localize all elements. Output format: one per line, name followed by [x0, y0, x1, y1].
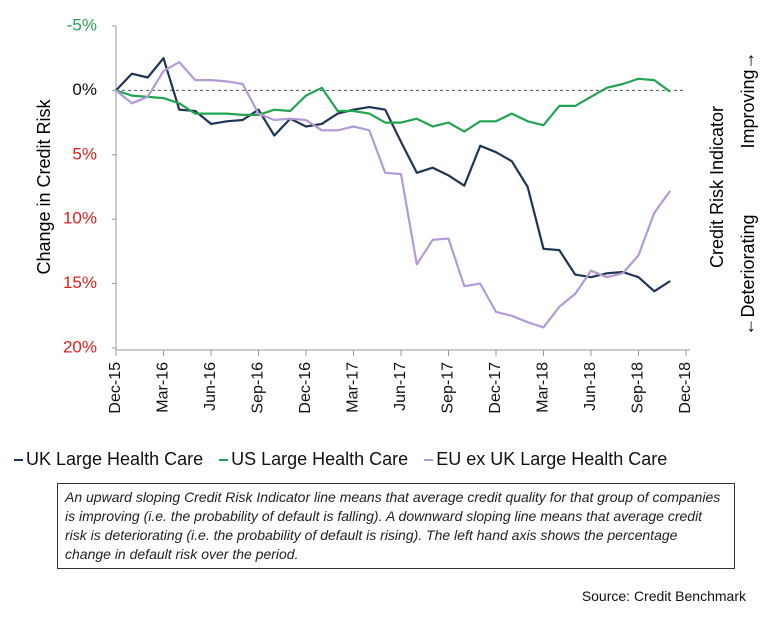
legend-item: EU ex UK Large Health Care [424, 449, 667, 470]
deteriorating-label: ←Deteriorating [738, 214, 758, 335]
x-tick-label: Jun-18 [582, 362, 599, 411]
x-tick-label: Dec-16 [297, 362, 314, 414]
legend: UK Large Health Care US Large Health Care… [14, 449, 667, 470]
legend-item: UK Large Health Care [14, 449, 203, 470]
legend-item: US Large Health Care [219, 449, 408, 470]
x-tick-label: Mar-16 [155, 362, 172, 413]
y-tick-label: 10% [63, 209, 97, 228]
legend-swatch [14, 458, 23, 461]
legend-swatch [219, 458, 229, 461]
x-tick-label: Dec-18 [677, 362, 694, 414]
y-tick-label: 15% [63, 273, 97, 292]
x-tick-label: Jun-17 [392, 362, 409, 411]
x-tick-label: Sep-17 [440, 362, 457, 414]
x-tick-label: Dec-15 [107, 362, 124, 414]
x-tick-label: Mar-18 [535, 362, 552, 413]
series-line [115, 57, 671, 293]
x-tick-label: Sep-16 [250, 362, 267, 414]
y-tick-label: 5% [72, 144, 97, 163]
y-tick-label: 20% [63, 337, 97, 356]
legend-label: UK Large Health Care [26, 449, 204, 469]
y2-axis-label: Credit Risk Indicator [707, 106, 727, 268]
note: An upward sloping Credit Risk Indicator … [57, 483, 735, 569]
series-line [115, 61, 672, 329]
improving-label: Improving→ [738, 51, 758, 148]
x-tick-label: Jun-16 [202, 362, 219, 411]
y-tick-label: -5% [67, 15, 97, 34]
legend-label: US Large Health Care [231, 449, 409, 469]
x-tick-label: Mar-17 [345, 362, 362, 413]
legend-swatch [424, 458, 434, 461]
legend-label: EU ex UK Large Health Care [436, 449, 668, 469]
y-tick-label: 0% [72, 80, 97, 99]
series-line [115, 77, 671, 133]
x-tick-label: Dec-17 [487, 362, 504, 414]
x-tick-label: Sep-18 [630, 362, 647, 414]
source: Source: Credit Benchmark [581, 588, 746, 604]
y-axis-label: Change in Credit Risk [34, 98, 54, 274]
